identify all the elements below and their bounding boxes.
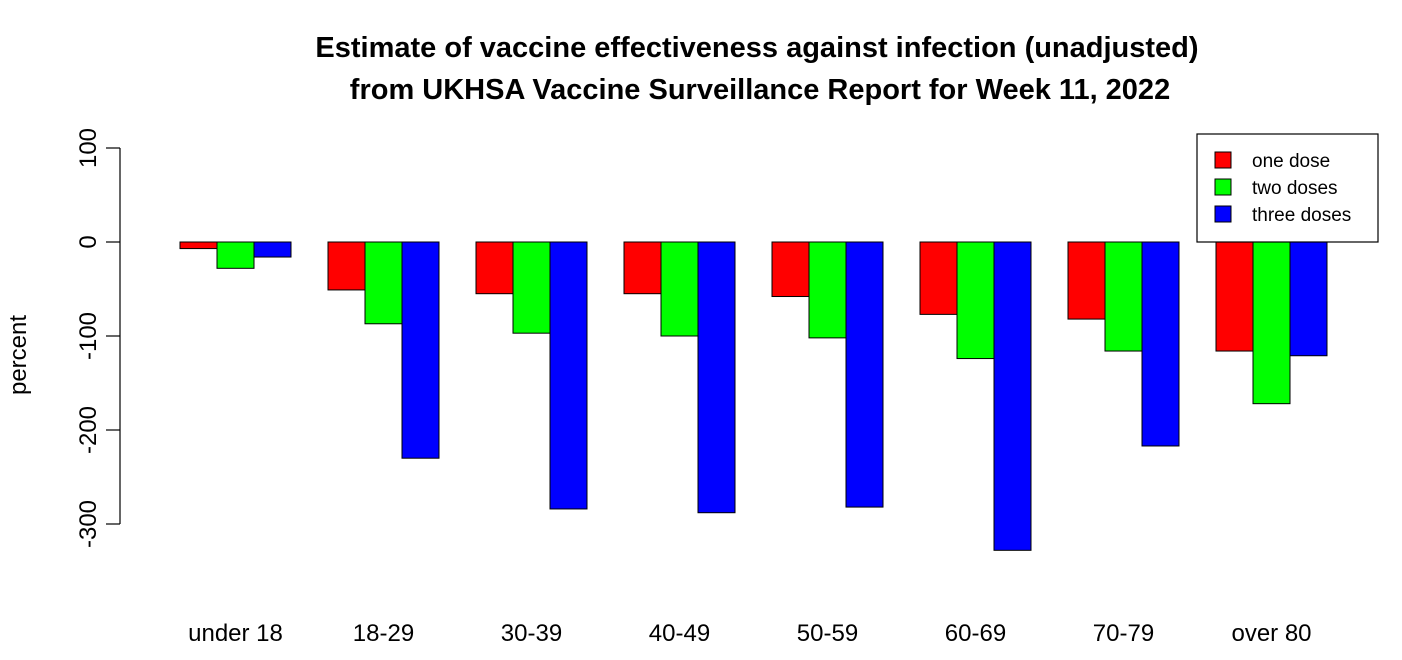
bar-two-doses-30-39	[512, 241, 551, 334]
bar-two-doses-50-59	[808, 241, 847, 339]
legend-swatch-one-dose	[1214, 151, 1232, 169]
chart-title: Estimate of vaccine effectiveness agains…	[315, 32, 1198, 64]
x-category-label: 30-39	[501, 620, 562, 647]
legend-swatch-three-doses	[1214, 205, 1232, 223]
bar-one-dose-over-80	[1215, 241, 1254, 352]
bar-three-doses-50-59	[845, 241, 884, 508]
bars	[179, 241, 1328, 551]
x-category-label: 50-59	[797, 620, 858, 647]
y-tick-label: -300	[75, 500, 102, 548]
bar-two-doses-18-29	[364, 241, 403, 325]
bar-three-doses-70-79	[1141, 241, 1180, 447]
y-axis-label: percent	[5, 315, 32, 395]
bar-one-dose-50-59	[771, 241, 810, 298]
y-tick-label: -200	[75, 406, 102, 454]
y-tick-label: 100	[75, 128, 102, 168]
x-axis-labels: under 18 18-29 30-39 40-49 50-59 60-69 70-79 ov…	[188, 620, 1311, 647]
legend-swatch-two-doses	[1214, 178, 1232, 196]
y-axis: 100 0 -100 -200 -300	[75, 128, 121, 548]
bar-three-doses-60-69	[993, 241, 1032, 551]
bar-three-doses-30-39	[549, 241, 588, 510]
bar-three-doses-over-80	[1289, 241, 1328, 357]
bar-one-dose-40-49	[623, 241, 662, 295]
x-category-label: over 80	[1231, 620, 1311, 647]
bar-one-dose-under-18	[179, 241, 218, 250]
bar-two-doses-over-80	[1252, 241, 1291, 405]
bar-one-dose-30-39	[475, 241, 514, 295]
x-category-label: 18-29	[353, 620, 414, 647]
bar-two-doses-under-18	[216, 241, 255, 269]
x-category-label: 40-49	[649, 620, 710, 647]
bar-three-doses-40-49	[697, 241, 736, 514]
x-category-label: 70-79	[1093, 620, 1154, 647]
x-category-label: under 18	[188, 620, 283, 647]
legend: one dose two doses three doses	[1196, 133, 1379, 243]
bar-two-doses-40-49	[660, 241, 699, 337]
bar-three-doses-under-18	[253, 241, 292, 258]
x-category-label: 60-69	[945, 620, 1006, 647]
legend-label-one-dose: one dose	[1252, 151, 1330, 172]
y-tick-label: -100	[75, 312, 102, 360]
bar-three-doses-18-29	[401, 241, 440, 459]
bar-two-doses-70-79	[1104, 241, 1143, 352]
legend-label-two-doses: two doses	[1252, 178, 1338, 199]
bar-one-dose-18-29	[327, 241, 366, 291]
chart-subtitle: from UKHSA Vaccine Surveillance Report f…	[350, 74, 1170, 106]
bar-one-dose-60-69	[919, 241, 958, 315]
bar-two-doses-60-69	[956, 241, 995, 360]
bar-one-dose-70-79	[1067, 241, 1106, 320]
y-tick-label: 0	[75, 235, 102, 248]
legend-label-three-doses: three doses	[1252, 205, 1351, 226]
